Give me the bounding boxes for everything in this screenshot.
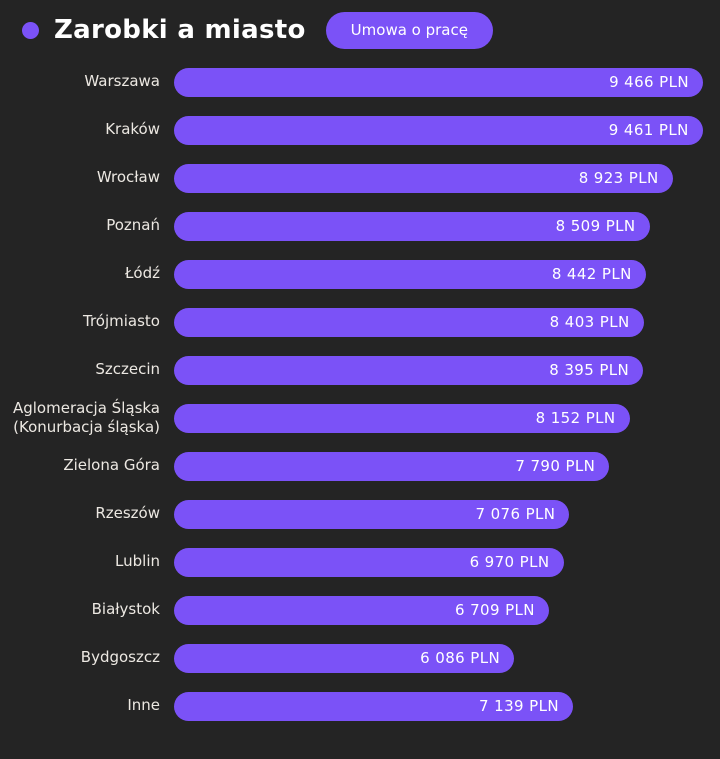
bar-row-label: Poznań [106, 216, 160, 235]
bar-value-label: 8 923 PLN [578, 169, 659, 187]
chart-header: Zarobki a miasto Umowa o pracę [0, 10, 720, 50]
bullet-dot-icon [22, 21, 39, 39]
bar: 8 442 PLN [174, 259, 646, 289]
bar-row: Rzeszów 7 076 PLN [0, 490, 720, 538]
bar: 7 076 PLN [174, 499, 570, 529]
bar-track: 7 790 PLN [174, 451, 703, 481]
bar-row-label: Lublin [115, 552, 160, 571]
bar-value-label: 7 139 PLN [479, 697, 559, 715]
bar-row-label: Bydgoszcz [80, 648, 160, 667]
bar-row: Zielona Góra 7 790 PLN [0, 442, 720, 490]
bar: 8 923 PLN [174, 163, 673, 193]
bar-row-label: Zielona Góra [63, 456, 160, 475]
bar-track: 8 442 PLN [174, 259, 703, 289]
bar-value-label: 7 790 PLN [515, 457, 596, 475]
bar-row: Trójmiasto 8 403 PLN [0, 298, 720, 346]
bar: 8 403 PLN [174, 307, 644, 337]
chart-title: Zarobki a miasto [54, 15, 306, 45]
bar-value-label: 8 152 PLN [535, 409, 616, 427]
bar-value-label: 8 442 PLN [551, 265, 632, 283]
bar-row-label: Trójmiasto [83, 312, 160, 331]
bar-row-label: Szczecin [95, 360, 160, 379]
bar-row: Szczecin 8 395 PLN [0, 346, 720, 394]
bar: 9 461 PLN [174, 115, 703, 145]
bar-track: 7 076 PLN [174, 499, 703, 529]
bar-value-label: 7 076 PLN [475, 505, 556, 523]
bar-value-label: 8 403 PLN [549, 313, 630, 331]
bar-track: 9 466 PLN [174, 67, 703, 97]
bar-row-label: Warszawa [84, 72, 160, 91]
bar-value-label: 8 395 PLN [549, 361, 630, 379]
bar: 6 970 PLN [174, 547, 564, 577]
bar-track: 8 923 PLN [174, 163, 703, 193]
bar-track: 6 709 PLN [174, 595, 703, 625]
bar-track: 7 139 PLN [174, 691, 703, 721]
bar-value-label: 9 461 PLN [608, 121, 689, 139]
bar-row: Lublin 6 970 PLN [0, 538, 720, 586]
bar-value-label: 9 466 PLN [609, 73, 689, 91]
bar: 7 139 PLN [174, 691, 573, 721]
bar-row: Aglomeracja Śląska (Konurbacja śląska) 8… [0, 394, 720, 442]
contract-type-filter-button[interactable]: Umowa o pracę [325, 11, 493, 49]
bar-row-label: Kraków [105, 120, 160, 139]
bar-value-label: 6 086 PLN [420, 649, 501, 667]
bar-track: 6 970 PLN [174, 547, 703, 577]
bar-row-label: Wrocław [96, 168, 160, 187]
bar-row: Poznań 8 509 PLN [0, 202, 720, 250]
bar: 6 709 PLN [174, 595, 549, 625]
bar-value-label: 6 970 PLN [469, 553, 550, 571]
bar: 6 086 PLN [174, 643, 515, 673]
bar-row: Warszawa 9 466 PLN [0, 58, 720, 106]
bar-track: 8 395 PLN [174, 355, 703, 385]
bar: 8 509 PLN [174, 211, 650, 241]
bar: 9 466 PLN [174, 67, 703, 97]
bar-row: Wrocław 8 923 PLN [0, 154, 720, 202]
bar: 8 152 PLN [174, 403, 630, 433]
bar-row-label: Aglomeracja Śląska (Konurbacja śląska) [12, 398, 160, 437]
bar: 8 395 PLN [174, 355, 644, 385]
bar-row: Białystok 6 709 PLN [0, 586, 720, 634]
bar-row-label: Białystok [91, 600, 160, 619]
bar-row: Inne 7 139 PLN [0, 682, 720, 730]
bar-row-label: Rzeszów [95, 504, 160, 523]
bar-row: Bydgoszcz 6 086 PLN [0, 634, 720, 682]
bar-track: 8 403 PLN [174, 307, 703, 337]
bar: 7 790 PLN [174, 451, 610, 481]
bar-track: 8 509 PLN [174, 211, 703, 241]
bar-row-label: Inne [127, 696, 160, 715]
bar-chart: Warszawa 9 466 PLN Kraków 9 461 PLN Wroc… [0, 58, 720, 730]
bar-value-label: 8 509 PLN [555, 217, 636, 235]
bar-row: Kraków 9 461 PLN [0, 106, 720, 154]
bar-row-label: Łódź [124, 264, 160, 283]
bar-track: 8 152 PLN [174, 403, 703, 433]
bar-row: Łódź 8 442 PLN [0, 250, 720, 298]
bar-track: 9 461 PLN [174, 115, 703, 145]
bar-value-label: 6 709 PLN [454, 601, 535, 619]
bar-track: 6 086 PLN [174, 643, 703, 673]
